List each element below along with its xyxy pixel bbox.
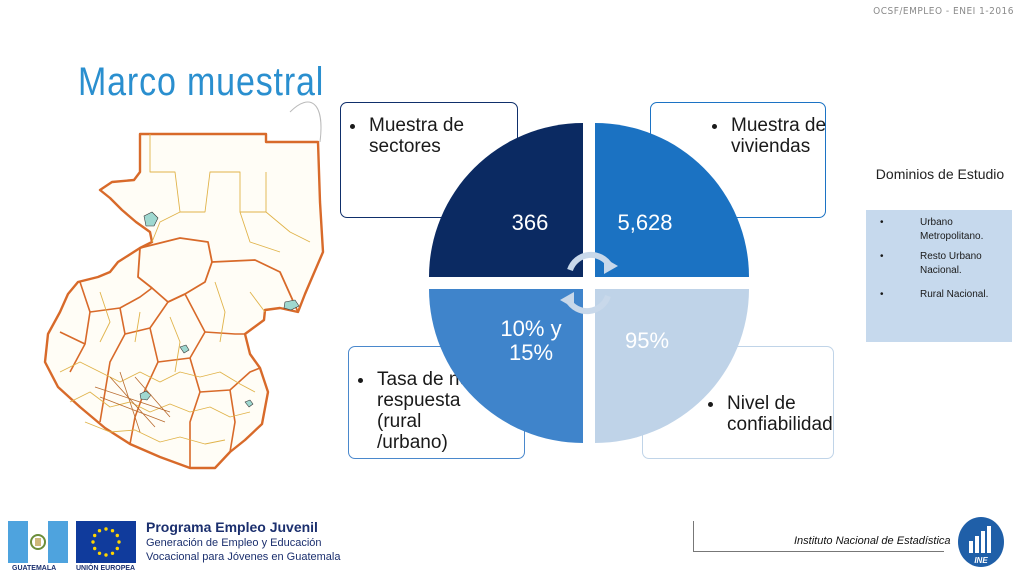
guatemala-flag-icon [8, 521, 68, 563]
programa-title: Programa Empleo Juvenil [146, 519, 318, 535]
card-label: Tasa de no respuesta (rural /urbano) [375, 369, 485, 453]
quadrant-confiabilidad [595, 289, 749, 443]
cycle-pie [429, 123, 749, 443]
quadrant-viviendas [595, 123, 749, 277]
ue-label: UNIÓN EUROPEA [76, 565, 136, 572]
dominios-list: Urbano Metropolitano. Resto Urbano Nacio… [866, 210, 1012, 342]
value-confiabilidad: 95% [624, 328, 670, 353]
footer-divider [693, 521, 944, 552]
value-viviendas: 5,628 [617, 210, 673, 235]
programa-line2: Vocacional para Jóvenes en Guatemala [146, 551, 341, 563]
quadrant-no-respuesta [429, 289, 583, 443]
card-label: Nivel de confiabilidad [725, 393, 849, 435]
ine-logo-icon: INE [958, 517, 1004, 567]
eu-flag-icon [76, 521, 136, 563]
ine-logo-text: INE [974, 556, 988, 565]
header-tag: OCSF/EMPLEO - ENEI 1-2016 [873, 6, 1014, 17]
value-sectores: 366 [511, 210, 549, 235]
institute-name: Instituto Nacional de Estadística [794, 535, 951, 547]
guatemala-map [43, 101, 325, 470]
programa-line1: Generación de Empleo y Educación [146, 537, 322, 549]
value-no-respuesta: 10% y 15% [500, 316, 562, 365]
card-label: Muestra de sectores [367, 115, 477, 157]
dominio-item: Rural Nacional. [880, 288, 1006, 302]
dominios-title: Dominios de Estudio [875, 166, 1005, 182]
quadrant-sectores [429, 123, 583, 277]
guatemala-label: GUATEMALA [12, 565, 57, 572]
programa-block: Programa Empleo Juvenil Generación de Em… [146, 518, 340, 564]
page-title: Marco muestral [78, 60, 325, 104]
dominio-item: Urbano Metropolitano. [880, 216, 1006, 244]
dominio-item: Resto Urbano Nacional. [880, 250, 1006, 278]
card-label: Muestra de viviendas [729, 115, 833, 157]
